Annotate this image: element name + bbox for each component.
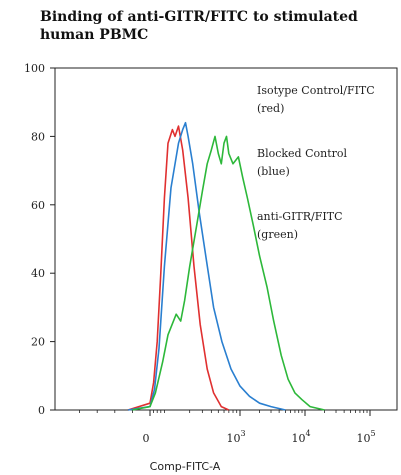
x-tick-label: 0 [143, 432, 150, 445]
legend-entry-3: anti-GITR/FITC [257, 210, 343, 223]
legend-entry-2: Blocked Control [257, 147, 348, 160]
plot-frame [54, 67, 398, 411]
series-line-3 [132, 135, 325, 411]
legend-entry-2-color: (blue) [257, 165, 290, 178]
x-tick-label: 104 [291, 429, 310, 445]
y-tick-label: 60 [31, 199, 45, 212]
chart-title: Binding of anti-GITR/FITC to stimulated … [40, 9, 358, 43]
series-line-1 [127, 125, 230, 411]
legend-entry-1-color: (red) [257, 102, 284, 115]
legend-entry-1: Isotype Control/FITC [257, 84, 375, 97]
x-axis-label: Comp-FITC-A [150, 460, 221, 473]
y-tick-label: 100 [24, 62, 45, 75]
y-tick-label: 80 [31, 130, 45, 143]
y-tick-label: 20 [31, 336, 45, 349]
x-tick-label: 103 [226, 429, 245, 445]
legend-entry-3-color: (green) [257, 228, 298, 241]
y-tick-label: 40 [31, 267, 45, 280]
x-tick-label: 105 [356, 429, 375, 445]
series-line-2 [127, 121, 286, 411]
y-tick-label: 0 [38, 404, 45, 417]
